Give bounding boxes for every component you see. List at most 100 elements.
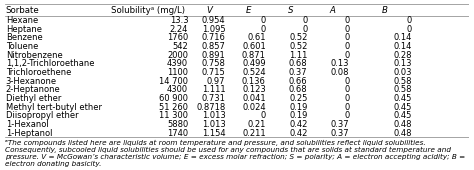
Text: 0: 0	[344, 51, 349, 60]
Text: 0: 0	[344, 42, 349, 51]
Text: E: E	[246, 6, 251, 15]
Text: 0: 0	[344, 33, 349, 42]
Text: Methyl tert-butyl ether: Methyl tert-butyl ether	[6, 103, 101, 112]
Text: ᵃThe compounds listed here are liquids at room temperature and pressure, and sol: ᵃThe compounds listed here are liquids a…	[5, 139, 465, 167]
Text: 0.45: 0.45	[393, 103, 411, 112]
Text: 0.58: 0.58	[393, 77, 411, 86]
Text: 0: 0	[261, 111, 266, 120]
Text: 4300: 4300	[167, 85, 188, 94]
Text: 1.11: 1.11	[289, 51, 308, 60]
Text: 1.013: 1.013	[201, 120, 226, 129]
Text: 0.211: 0.211	[242, 129, 266, 138]
Text: 4390: 4390	[167, 59, 188, 68]
Text: 0: 0	[344, 111, 349, 120]
Text: 0: 0	[344, 85, 349, 94]
Text: Diethyl ether: Diethyl ether	[6, 94, 61, 103]
Text: Sorbate: Sorbate	[6, 6, 39, 15]
Text: 0.48: 0.48	[393, 129, 411, 138]
Text: 1.154: 1.154	[202, 129, 226, 138]
Text: 14 700: 14 700	[159, 77, 188, 86]
Text: 1100: 1100	[167, 68, 188, 77]
Text: 0.13: 0.13	[393, 59, 411, 68]
Text: 0.601: 0.601	[242, 42, 266, 51]
Text: 0.08: 0.08	[331, 68, 349, 77]
Text: Benzene: Benzene	[6, 33, 42, 42]
Text: 1740: 1740	[167, 129, 188, 138]
Text: 0: 0	[344, 25, 349, 34]
Text: 0: 0	[302, 25, 308, 34]
Text: 1-Hexanol: 1-Hexanol	[6, 120, 48, 129]
Text: 0.14: 0.14	[393, 33, 411, 42]
Text: 1.111: 1.111	[202, 85, 226, 94]
Text: 0.42: 0.42	[289, 120, 308, 129]
Text: 0: 0	[344, 103, 349, 112]
Text: 0: 0	[261, 25, 266, 34]
Text: 0.58: 0.58	[393, 85, 411, 94]
Text: A: A	[329, 6, 335, 15]
Text: 0.37: 0.37	[331, 120, 349, 129]
Text: 0: 0	[344, 16, 349, 25]
Text: 0.954: 0.954	[202, 16, 226, 25]
Text: 0: 0	[344, 77, 349, 86]
Text: 0.499: 0.499	[242, 59, 266, 68]
Text: 0.25: 0.25	[289, 94, 308, 103]
Text: 0: 0	[302, 16, 308, 25]
Text: 0.03: 0.03	[393, 68, 411, 77]
Text: 51 260: 51 260	[159, 103, 188, 112]
Text: 0.871: 0.871	[242, 51, 266, 60]
Text: 0.857: 0.857	[201, 42, 226, 51]
Text: 2000: 2000	[167, 51, 188, 60]
Text: B: B	[382, 6, 388, 15]
Text: 542: 542	[173, 42, 188, 51]
Text: 0.19: 0.19	[289, 111, 308, 120]
Text: 1.095: 1.095	[202, 25, 226, 34]
Text: 0.68: 0.68	[289, 59, 308, 68]
Text: 0.716: 0.716	[201, 33, 226, 42]
Text: Heptane: Heptane	[6, 25, 42, 34]
Text: Solubilityᵃ (mg/L): Solubilityᵃ (mg/L)	[111, 6, 185, 15]
Text: 3-Hexanone: 3-Hexanone	[6, 77, 57, 86]
Text: 0.42: 0.42	[289, 129, 308, 138]
Text: 1-Heptanol: 1-Heptanol	[6, 129, 52, 138]
Text: 0.61: 0.61	[247, 33, 266, 42]
Text: 0.48: 0.48	[393, 120, 411, 129]
Text: 0.68: 0.68	[289, 85, 308, 94]
Text: 0.21: 0.21	[247, 120, 266, 129]
Text: 0.136: 0.136	[242, 77, 266, 86]
Text: 0.041: 0.041	[242, 94, 266, 103]
Text: 0.123: 0.123	[242, 85, 266, 94]
Text: 0: 0	[261, 16, 266, 25]
Text: 0.52: 0.52	[289, 33, 308, 42]
Text: 0.66: 0.66	[289, 77, 308, 86]
Text: 1760: 1760	[167, 33, 188, 42]
Text: 1.013: 1.013	[201, 111, 226, 120]
Text: 0.45: 0.45	[393, 111, 411, 120]
Text: Trichloroethene: Trichloroethene	[6, 68, 71, 77]
Text: 0.758: 0.758	[201, 59, 226, 68]
Text: 5880: 5880	[167, 120, 188, 129]
Text: 0.715: 0.715	[201, 68, 226, 77]
Text: 11 300: 11 300	[159, 111, 188, 120]
Text: 0.45: 0.45	[393, 94, 411, 103]
Text: Toluene: Toluene	[6, 42, 38, 51]
Text: 0.891: 0.891	[201, 51, 226, 60]
Text: 0.8718: 0.8718	[196, 103, 226, 112]
Text: S: S	[288, 6, 293, 15]
Text: 13.3: 13.3	[170, 16, 188, 25]
Text: 0.524: 0.524	[242, 68, 266, 77]
Text: V: V	[206, 6, 212, 15]
Text: 1,1,2-Trichloroethane: 1,1,2-Trichloroethane	[6, 59, 94, 68]
Text: 0.024: 0.024	[242, 103, 266, 112]
Text: 0.731: 0.731	[201, 94, 226, 103]
Text: Hexane: Hexane	[6, 16, 38, 25]
Text: 0.14: 0.14	[393, 42, 411, 51]
Text: 0: 0	[344, 94, 349, 103]
Text: 0.97: 0.97	[207, 77, 226, 86]
Text: 0.13: 0.13	[331, 59, 349, 68]
Text: 0.37: 0.37	[331, 129, 349, 138]
Text: Diisopropyl ether: Diisopropyl ether	[6, 111, 78, 120]
Text: Nitrobenzene: Nitrobenzene	[6, 51, 63, 60]
Text: 0: 0	[406, 16, 411, 25]
Text: 0.28: 0.28	[393, 51, 411, 60]
Text: 0: 0	[406, 25, 411, 34]
